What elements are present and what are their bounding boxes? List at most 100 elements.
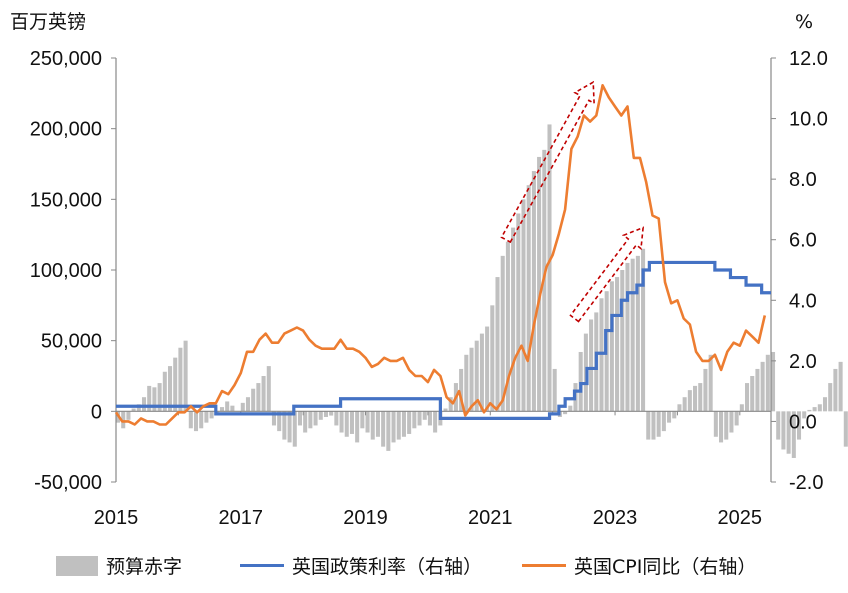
deficit-bar: [563, 411, 568, 415]
deficit-bar: [412, 411, 417, 429]
deficit-bar: [765, 354, 770, 412]
deficit-bar: [464, 354, 469, 412]
x-axis-tick-label: 2023: [593, 507, 638, 529]
deficit-bar: [167, 366, 173, 412]
deficit-bar: [152, 387, 157, 412]
deficit-bar: [500, 255, 505, 412]
deficit-bar: [812, 407, 817, 412]
deficit-bar: [313, 411, 318, 426]
deficit-bar: [698, 383, 703, 412]
deficit-bar: [661, 411, 666, 432]
axes: [111, 57, 776, 483]
deficit-bar: [422, 411, 427, 420]
deficit-bar: [245, 397, 251, 412]
right-axis-unit: %: [795, 11, 813, 33]
deficit-bar: [630, 258, 635, 412]
deficit-bar: [162, 371, 167, 412]
deficit-bar: [739, 404, 744, 412]
deficit-bar: [261, 376, 266, 412]
left-axis-tick-label: 50,000: [41, 331, 102, 353]
deficit-bar: [615, 277, 620, 412]
x-axis-tick-label: 2025: [718, 507, 763, 529]
deficit-bar: [505, 241, 510, 412]
deficit-bar: [173, 357, 178, 412]
right-axis-tick-label: -2.0: [789, 472, 823, 494]
deficit-bar: [625, 262, 630, 412]
deficit-bar: [537, 156, 542, 412]
deficit-bar: [511, 227, 516, 412]
deficit-bar: [360, 411, 365, 429]
right-axis-tick-label: 0.0: [789, 411, 817, 433]
deficit-bar: [448, 397, 453, 412]
deficit-bar: [781, 411, 786, 450]
deficit-bar: [131, 408, 136, 412]
deficit-bar: [443, 408, 448, 412]
deficit-bar: [407, 411, 412, 434]
deficit-bar: [776, 411, 781, 440]
deficit-bar: [589, 319, 594, 412]
deficit-bar: [474, 340, 479, 412]
deficit-bar: [817, 404, 822, 412]
deficit-bar: [183, 340, 188, 412]
deficit-bar: [724, 411, 729, 440]
deficit-bar: [578, 351, 583, 412]
deficit-bar: [287, 411, 292, 443]
deficit-bar: [770, 351, 776, 412]
deficit-bar: [334, 411, 339, 426]
right-axis-tick-label: 8.0: [789, 169, 817, 191]
deficit-bar: [157, 383, 162, 412]
deficit-bar: [495, 277, 500, 412]
deficit-bar: [729, 411, 734, 433]
legend-swatch-deficit: [56, 555, 98, 576]
legend-label-cpi: 英国CPI同比（右轴）: [574, 556, 757, 578]
x-axis-tick-label: 2021: [468, 507, 513, 529]
deficit-bar: [521, 199, 526, 412]
deficit-bar: [292, 411, 297, 447]
legend-swatch-cpi: [522, 564, 566, 567]
deficit-bar: [219, 407, 225, 412]
deficit-bar: [656, 411, 661, 437]
deficit-bar: [277, 411, 282, 432]
deficit-bar: [843, 411, 848, 447]
bank-rate-line: [116, 260, 771, 420]
deficit-bar: [370, 411, 375, 440]
deficit-bar: [651, 411, 656, 440]
deficit-bar: [230, 405, 235, 412]
deficit-bar: [204, 411, 209, 423]
legend-label-bank-rate: 英国政策利率（右轴）: [292, 556, 483, 578]
deficit-bar: [703, 368, 708, 412]
deficit-bar: [193, 411, 199, 432]
deficit-bar: [396, 411, 401, 440]
right-axis-tick-label: 12.0: [789, 48, 828, 70]
deficit-bar: [547, 124, 552, 412]
deficit-bar: [240, 402, 245, 412]
deficit-bar: [297, 411, 302, 426]
left-axis-tick-label: 250,000: [30, 48, 102, 70]
deficit-bar: [677, 404, 682, 412]
deficit-bar: [141, 397, 147, 412]
deficit-bar: [355, 411, 360, 443]
deficit-bar: [620, 270, 625, 412]
deficit-bar: [469, 347, 474, 412]
chart: 百万英镑 % 250,000 200,000 150,000 100,000 50,00…: [10, 11, 848, 529]
deficit-bar: [635, 255, 640, 412]
right-axis-tick-label: 6.0: [789, 230, 817, 252]
left-axis-tick-label: 150,000: [30, 189, 102, 211]
deficit-bar: [713, 411, 718, 437]
deficit-bar: [121, 411, 126, 429]
deficit-bar: [199, 411, 204, 429]
deficit-bar: [209, 411, 214, 419]
deficit-bar: [271, 411, 277, 426]
deficit-bar: [687, 390, 692, 412]
deficit-bar: [303, 411, 308, 433]
legend-label-deficit: 预算赤字: [106, 556, 183, 578]
tick-labels: 250,000 200,000 150,000 100,000 50,000 0 -50,0…: [30, 48, 828, 529]
deficit-bar: [308, 411, 313, 429]
legend-item-cpi: 英国CPI同比（右轴）: [522, 552, 756, 579]
deficit-bar: [386, 411, 391, 451]
deficit-bar: [693, 385, 698, 412]
deficit-bar: [807, 409, 812, 412]
x-axis-tick-label: 2019: [343, 507, 388, 529]
deficit-bar: [339, 411, 344, 433]
deficit-bar: [531, 171, 536, 412]
